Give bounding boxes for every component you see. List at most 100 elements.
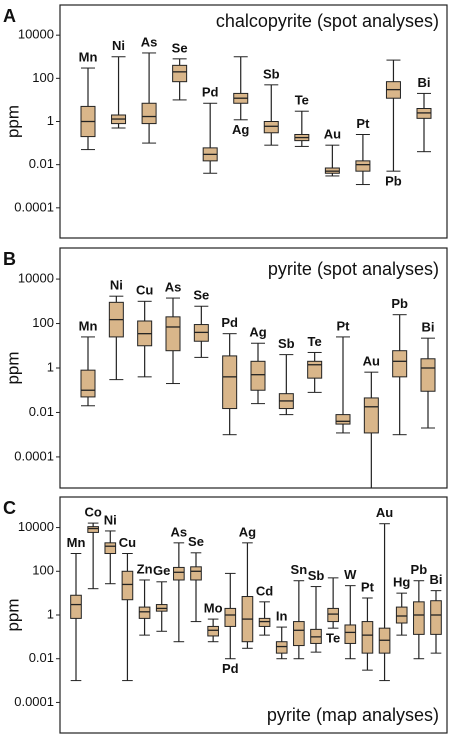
box-label: Sb xyxy=(278,336,295,351)
y-tick-label: 0.0001 xyxy=(14,694,54,709)
box-label: Ag xyxy=(232,122,249,137)
box xyxy=(293,621,305,647)
y-tick-label: 10000 xyxy=(18,271,54,286)
box xyxy=(165,316,181,352)
box-label: Pd xyxy=(202,85,219,100)
y-tick-label: 0.01 xyxy=(29,650,54,665)
box-label: Ni xyxy=(112,38,125,53)
box-label: Au xyxy=(376,505,393,520)
box xyxy=(250,360,266,391)
box-label: Mo xyxy=(204,601,223,616)
y-tick-label: 100 xyxy=(32,315,54,330)
y-tick-label: 0.01 xyxy=(29,404,54,419)
panel-letter: A xyxy=(3,6,16,26)
box xyxy=(70,594,82,619)
panel-title: chalcopyrite (spot analyses) xyxy=(216,11,439,31)
box-label: Se xyxy=(188,534,204,549)
box xyxy=(258,617,271,627)
box xyxy=(80,369,96,398)
y-tick-label: 0.01 xyxy=(29,156,54,171)
y-axis-label: ppm xyxy=(3,105,22,138)
box-label: Pb xyxy=(391,296,408,311)
y-tick-label: 1 xyxy=(47,113,54,128)
box xyxy=(224,607,237,627)
box-label: Cd xyxy=(256,583,273,598)
y-tick-label: 100 xyxy=(32,70,54,85)
box-label: As xyxy=(141,34,158,49)
box-label: Co xyxy=(84,505,101,520)
box-label: Au xyxy=(363,354,380,369)
box-label: Bi xyxy=(418,75,431,90)
box-label: Te xyxy=(308,334,322,349)
box-label: In xyxy=(276,609,288,624)
box xyxy=(344,624,357,644)
box-label: Te xyxy=(326,631,340,646)
box xyxy=(355,160,371,172)
box xyxy=(335,414,351,425)
y-tick-label: 100 xyxy=(32,563,54,578)
box-label: Ni xyxy=(110,278,123,293)
box-label: Pb xyxy=(411,562,428,577)
y-tick-label: 10000 xyxy=(18,27,54,42)
box-label: Pt xyxy=(361,579,375,594)
panel-letter: B xyxy=(3,249,16,269)
box-label: Au xyxy=(324,127,341,142)
box xyxy=(121,570,134,601)
panel-letter: C xyxy=(3,498,16,518)
box xyxy=(172,64,188,83)
box xyxy=(392,350,408,378)
y-tick-label: 1 xyxy=(47,606,54,621)
box-label: Sb xyxy=(308,568,325,583)
box-label: Te xyxy=(295,93,309,108)
box xyxy=(104,542,117,555)
box-label: As xyxy=(165,279,182,294)
box-label: Bi xyxy=(430,572,443,587)
box xyxy=(207,625,219,637)
y-axis-label: ppm xyxy=(3,598,22,631)
box-label: Zn xyxy=(137,561,153,576)
box xyxy=(173,566,185,581)
box-label: As xyxy=(171,524,188,539)
box xyxy=(87,526,99,533)
box xyxy=(395,606,408,624)
box-label: Cu xyxy=(136,283,153,298)
box-label: Sb xyxy=(263,66,280,81)
box-label: Mn xyxy=(67,535,86,550)
box-label: Pt xyxy=(337,318,351,333)
box xyxy=(275,641,288,654)
box-label: Ge xyxy=(153,563,170,578)
box-label: Se xyxy=(193,288,209,303)
box-label: Ag xyxy=(249,325,266,340)
box-label: Sn xyxy=(291,562,308,577)
box xyxy=(327,607,339,623)
box xyxy=(222,355,238,410)
box-label: Hg xyxy=(393,575,410,590)
box-label: Bi xyxy=(422,320,435,335)
box xyxy=(361,621,374,654)
y-tick-label: 10000 xyxy=(18,519,54,534)
y-tick-label: 0.0001 xyxy=(14,199,54,214)
box-label: Cu xyxy=(119,535,136,550)
box xyxy=(141,102,157,125)
box-label: Mn xyxy=(79,49,98,64)
box-label: Pb xyxy=(385,174,402,189)
box-label: Mn xyxy=(79,318,98,333)
panel-title: pyrite (spot analyses) xyxy=(268,259,439,279)
box xyxy=(413,601,425,635)
y-tick-label: 1 xyxy=(47,359,54,374)
panel-title: pyrite (map analyses) xyxy=(267,705,439,725)
box xyxy=(138,606,151,619)
box-label: Pd xyxy=(222,661,239,676)
box-label: Se xyxy=(172,40,188,55)
box-label: W xyxy=(344,567,357,582)
box xyxy=(263,121,279,134)
box-label: Pd xyxy=(221,315,238,330)
box xyxy=(420,358,436,392)
y-axis-label: ppm xyxy=(3,351,22,384)
box xyxy=(190,566,202,581)
y-tick-label: 0.0001 xyxy=(14,448,54,463)
box xyxy=(363,397,379,434)
box xyxy=(307,360,323,379)
box-label: Ni xyxy=(104,512,117,527)
